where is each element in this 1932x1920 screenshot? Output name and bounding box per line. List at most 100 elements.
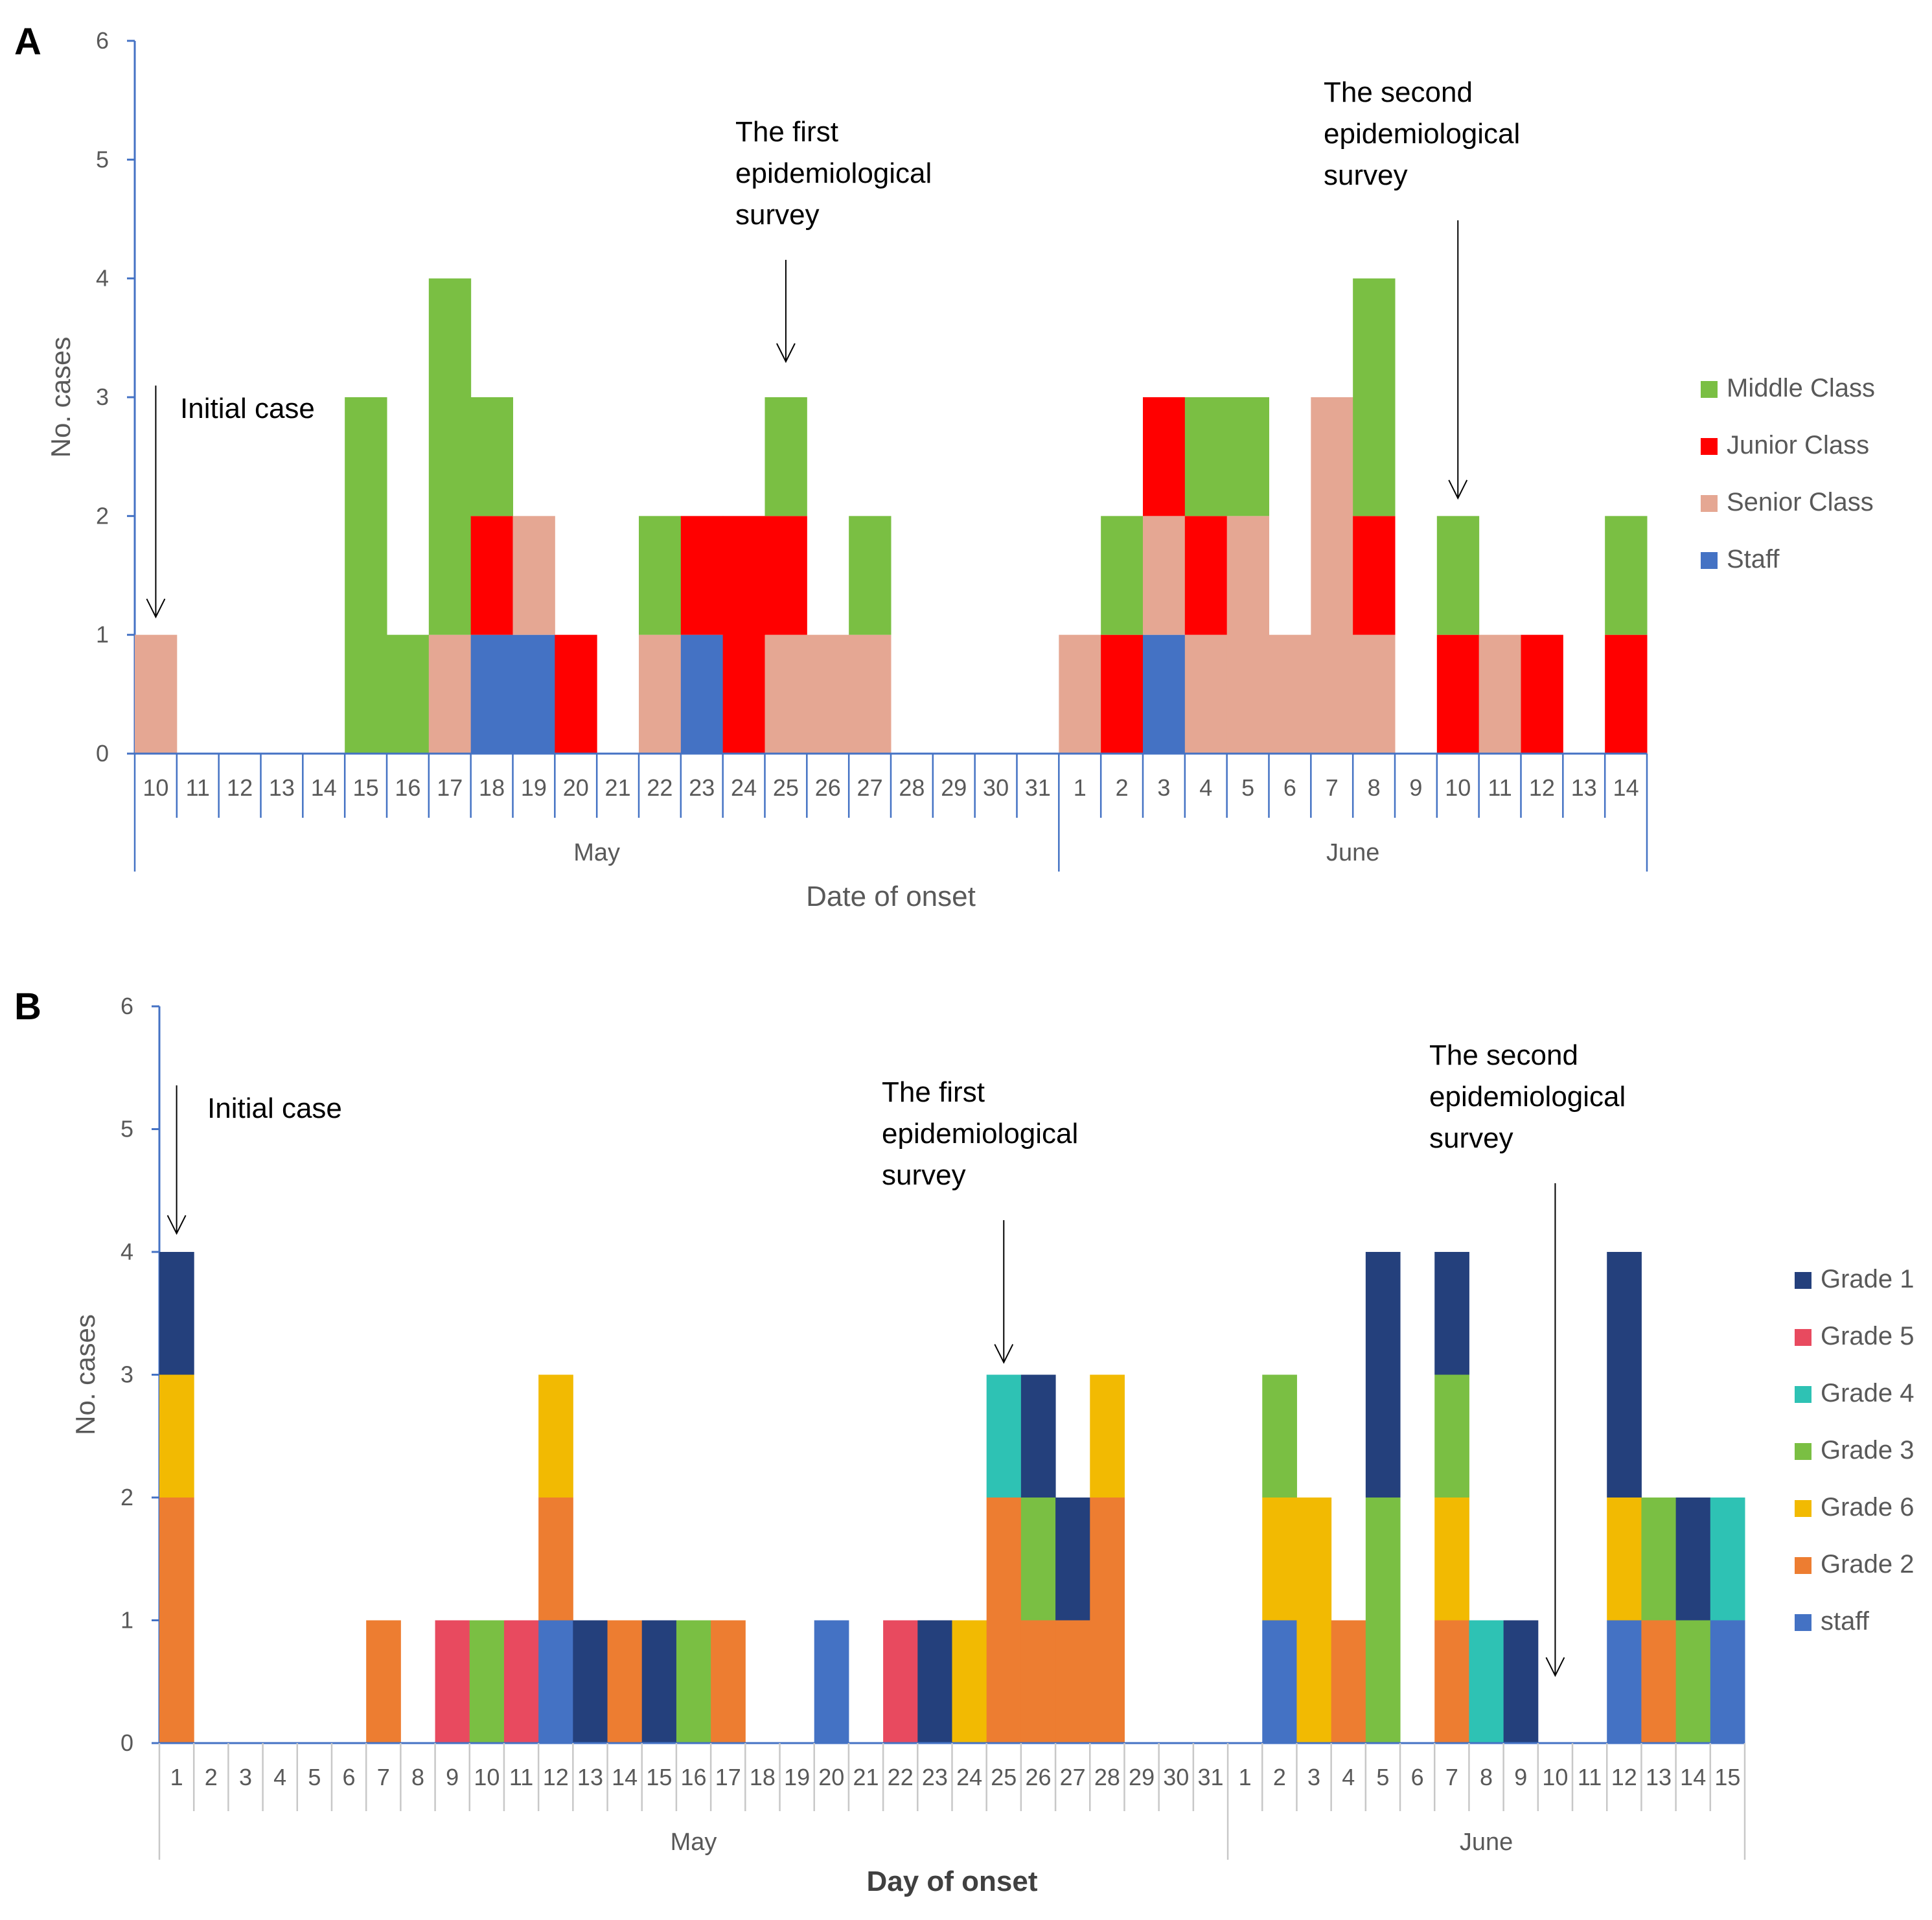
- x-group-label: June: [1460, 1829, 1513, 1856]
- x-tick-label: 31: [1025, 774, 1051, 801]
- legend-swatch: [1701, 552, 1718, 569]
- x-tick-label: 29: [1129, 1764, 1155, 1790]
- x-tick-label: 11: [186, 774, 210, 801]
- x-tick-label: 6: [1283, 774, 1296, 801]
- x-tick-label: 14: [1613, 774, 1639, 801]
- y-tick-label: 0: [96, 740, 109, 767]
- bar-segment: [1055, 1498, 1090, 1621]
- bar-segment: [1090, 1374, 1125, 1498]
- annotation-text: Initial case: [207, 1093, 342, 1124]
- x-tick-label: 27: [1060, 1764, 1086, 1790]
- bar-segment: [428, 278, 472, 635]
- x-tick-label: 5: [1376, 1764, 1389, 1790]
- x-tick-label: 1: [1074, 774, 1087, 801]
- bar-segment: [1101, 516, 1144, 635]
- x-tick-label: 2: [1116, 774, 1129, 801]
- x-tick-label: 19: [521, 774, 547, 801]
- bar-segment: [765, 634, 807, 754]
- bar-segment: [639, 516, 682, 635]
- x-tick-label: 13: [269, 774, 295, 801]
- bar-segment: [1020, 1498, 1056, 1621]
- x-tick-label: 9: [446, 1764, 459, 1790]
- bar-segment: [573, 1620, 608, 1743]
- legend-label: Senior Class: [1727, 488, 1874, 516]
- annotation-arrowhead: [146, 598, 166, 619]
- x-tick-label: 28: [899, 774, 925, 801]
- y-tick-label: 1: [96, 621, 109, 648]
- bar-segment: [765, 397, 807, 516]
- bar-segment: [1055, 1620, 1090, 1743]
- x-tick-label: 12: [1529, 774, 1555, 801]
- bar-segment: [1184, 634, 1228, 754]
- x-tick-label: 3: [1307, 1764, 1320, 1790]
- bar-segment: [1503, 1620, 1539, 1743]
- bar-segment: [1478, 634, 1521, 754]
- x-tick-label: 15: [1714, 1764, 1740, 1790]
- y-tick-label: 3: [121, 1361, 133, 1388]
- x-tick-label: 26: [815, 774, 841, 801]
- x-tick-label: 18: [479, 774, 505, 801]
- annotation-line: Initial case: [207, 1093, 342, 1124]
- x-tick-label: 6: [343, 1764, 356, 1790]
- x-tick-label: 25: [991, 1764, 1017, 1790]
- annotation-text: The second epidemiological survey: [1429, 1039, 1626, 1154]
- x-tick-label: 14: [612, 1764, 638, 1790]
- x-group-label: June: [1326, 839, 1379, 866]
- legend-swatch: [1795, 1386, 1811, 1403]
- annotation-line: epidemiological: [1429, 1081, 1626, 1113]
- y-tick-label: 4: [96, 265, 109, 292]
- x-tick-label: 13: [577, 1764, 603, 1790]
- annotation-line: The second: [1429, 1039, 1578, 1071]
- bar-segment: [765, 516, 807, 635]
- x-tick-label: 15: [353, 774, 379, 801]
- x-group-label: May: [671, 1829, 717, 1856]
- bar-segment: [722, 516, 765, 754]
- x-tick-label: 10: [143, 774, 168, 801]
- x-tick-label: 10: [1542, 1764, 1568, 1790]
- panel-label: A: [14, 21, 41, 63]
- bar-segment: [1184, 516, 1228, 635]
- bar-segment: [1607, 1620, 1642, 1743]
- x-tick-label: 11: [1578, 1764, 1602, 1790]
- bar-segment: [1059, 634, 1101, 754]
- legend-label: Grade 3: [1821, 1436, 1915, 1464]
- bar-segment: [986, 1374, 1022, 1498]
- bar-segment: [1226, 397, 1269, 516]
- x-tick-label: 28: [1094, 1764, 1120, 1790]
- bar-segment: [1607, 1252, 1642, 1498]
- annotation-text: The first epidemiological survey: [735, 116, 932, 231]
- bar-segment: [1353, 278, 1396, 516]
- bar-segment: [849, 634, 891, 754]
- x-tick-label: 4: [1342, 1764, 1355, 1790]
- annotation-line: Initial case: [180, 393, 315, 424]
- legend-swatch: [1795, 1329, 1811, 1346]
- bar-segment: [1269, 634, 1311, 754]
- x-tick-label: 24: [731, 774, 757, 801]
- legend-swatch: [1701, 438, 1718, 455]
- bar-segment: [1434, 1252, 1469, 1375]
- bar-segment: [366, 1620, 401, 1743]
- y-axis-label: No. cases: [45, 337, 76, 458]
- bar-segment: [641, 1620, 677, 1743]
- annotation-arrowhead: [1448, 480, 1468, 500]
- bar-segment: [849, 516, 891, 635]
- x-tick-label: 3: [1157, 774, 1170, 801]
- bar-segment: [814, 1620, 849, 1743]
- x-tick-label: 4: [273, 1764, 286, 1790]
- y-tick-label: 6: [121, 993, 133, 1019]
- x-tick-label: 22: [647, 774, 673, 801]
- legend-label: Grade 5: [1821, 1322, 1915, 1350]
- x-tick-label: 16: [395, 774, 420, 801]
- bar-segment: [1143, 634, 1186, 754]
- x-tick-label: 30: [983, 774, 1009, 801]
- bar-segment: [1436, 634, 1480, 754]
- bar-segment: [555, 634, 597, 754]
- x-tick-label: 5: [308, 1764, 321, 1790]
- x-tick-label: 13: [1571, 774, 1597, 801]
- x-tick-label: 15: [646, 1764, 672, 1790]
- y-axis-label: No. cases: [70, 1314, 100, 1435]
- x-tick-label: 13: [1646, 1764, 1672, 1790]
- annotation-text: Initial case: [180, 393, 315, 424]
